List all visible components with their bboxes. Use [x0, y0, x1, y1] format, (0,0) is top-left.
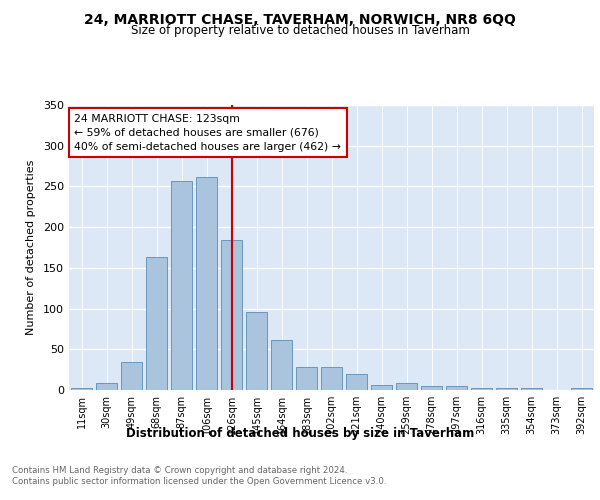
Bar	[171, 180, 192, 390]
Bar	[146, 258, 167, 390]
Bar	[196, 178, 217, 390]
Bar	[121, 362, 142, 390]
Text: Contains public sector information licensed under the Open Government Licence v3: Contains public sector information licen…	[12, 478, 386, 486]
Bar	[246, 312, 267, 390]
Text: Size of property relative to detached houses in Taverham: Size of property relative to detached ho…	[131, 24, 469, 37]
Bar	[421, 386, 442, 390]
Text: Distribution of detached houses by size in Taverham: Distribution of detached houses by size …	[126, 428, 474, 440]
Y-axis label: Number of detached properties: Number of detached properties	[26, 160, 36, 335]
Bar	[571, 388, 592, 390]
Text: 24, MARRIOTT CHASE, TAVERHAM, NORWICH, NR8 6QQ: 24, MARRIOTT CHASE, TAVERHAM, NORWICH, N…	[84, 12, 516, 26]
Bar	[446, 386, 467, 390]
Text: 24 MARRIOTT CHASE: 123sqm
← 59% of detached houses are smaller (676)
40% of semi: 24 MARRIOTT CHASE: 123sqm ← 59% of detac…	[74, 114, 341, 152]
Bar	[471, 388, 492, 390]
Bar	[396, 382, 417, 390]
Bar	[321, 367, 342, 390]
Bar	[496, 388, 517, 390]
Bar	[346, 374, 367, 390]
Bar	[296, 367, 317, 390]
Bar	[371, 385, 392, 390]
Bar	[96, 384, 117, 390]
Bar	[71, 388, 92, 390]
Bar	[271, 340, 292, 390]
Bar	[221, 240, 242, 390]
Bar	[521, 388, 542, 390]
Text: Contains HM Land Registry data © Crown copyright and database right 2024.: Contains HM Land Registry data © Crown c…	[12, 466, 347, 475]
